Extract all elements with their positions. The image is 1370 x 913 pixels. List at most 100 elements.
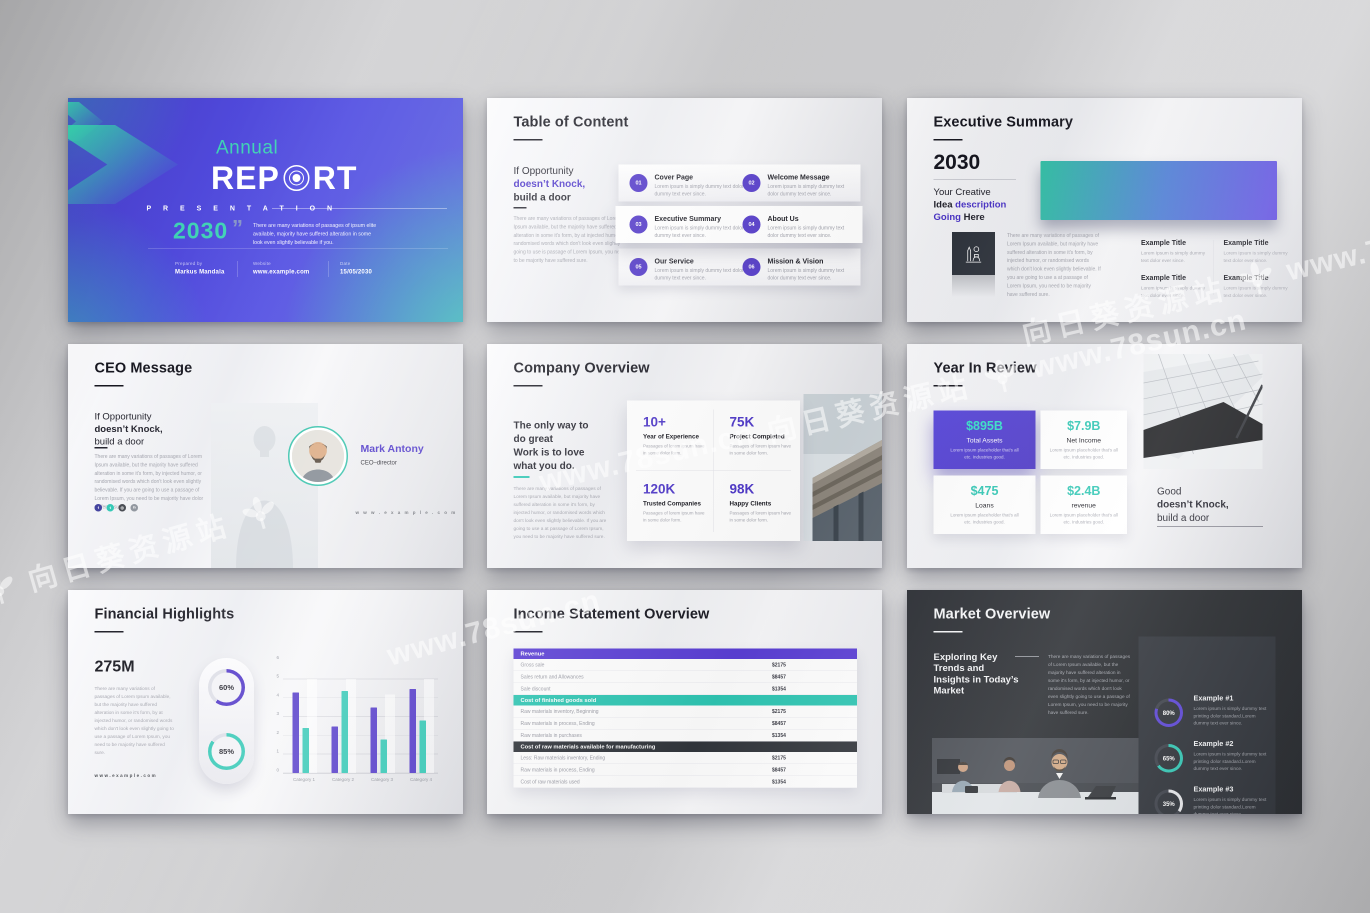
divider (148, 248, 448, 249)
lead-line: If Opportunity (513, 165, 574, 177)
lead-line: If Opportunity (94, 411, 152, 423)
toc-row: 05 Our Service Lorem ipsum is simply dum… (618, 248, 861, 286)
website-text: w w w . e x a m p l e . c o m (355, 510, 457, 515)
row-label: Raw materials in purchases (520, 733, 582, 739)
row-value: $2175 (772, 662, 786, 669)
rings-panel: 80% Example #1 Lorem ipsum is simply dum… (1138, 636, 1276, 814)
donut-label: 85% (211, 736, 242, 767)
table-section-header: Cost of raw materials available for manu… (513, 741, 857, 752)
title-underline (94, 631, 124, 633)
progress-ring-80: 80% (1154, 698, 1183, 727)
year-review-tagline: Good doesn’t Knock, build a door (1157, 485, 1229, 525)
stat-value: $2.4B (1067, 484, 1101, 498)
toc-item-number: 04 (742, 215, 761, 234)
y-tick: 2 (276, 730, 279, 735)
example-title: Example Title (1141, 273, 1187, 282)
stat-card: $7.9B Net Income Lorem ipsum placeholder… (1040, 410, 1127, 469)
donut-gauge-85: 85% (208, 733, 245, 770)
cover-footer-date: Date 15/05/2030 (340, 261, 372, 275)
row-label: Less: Raw materials inventory, Ending (520, 755, 606, 762)
table-row: Raw materials in process, Ending $8457 (513, 764, 857, 776)
lead-line: The only way to (513, 420, 589, 431)
lead-line: build a door (1157, 512, 1210, 524)
ghost-bar (346, 678, 356, 773)
footer-label: Website (253, 261, 271, 266)
bar-group (290, 661, 318, 773)
stat-value: 10+ (643, 414, 666, 430)
example-desc: Lorem Ipsum is simply dummy text dolor e… (1141, 250, 1206, 264)
table-row: Less: Raw materials inventory, Ending $21… (513, 752, 857, 764)
page-title: Year In Review (933, 360, 1037, 376)
slide-year-in-review: Year In Review $895B Total Assets Lorem … (907, 344, 1302, 568)
example-title: Example Title (1223, 273, 1269, 282)
example-cell: Example Title Lorem Ipsum is simply dumm… (1224, 274, 1295, 300)
stat-cell: 10+ Year of Experience Passages of lorem… (643, 415, 707, 457)
table-row: Raw materials in process, Ending $8457 (513, 717, 857, 730)
toc-paragraph: There are many variations of passages of… (513, 216, 627, 264)
market-lead: Exploring Key Trends and Insights in Tod… (934, 652, 1019, 697)
lead-line: Here (960, 212, 985, 223)
divider (94, 447, 108, 449)
stat-cell: 75K Project Completed Passages of lorem … (730, 415, 794, 457)
ceo-role: CEO–director (360, 459, 397, 466)
title-underline (933, 139, 963, 141)
category-label: Category 4 (409, 777, 433, 782)
toc-item-number: 01 (629, 174, 648, 192)
cover-presentation-label: P R E S E N T A T I O N (146, 204, 338, 212)
row-value: $8457 (772, 674, 786, 681)
cover-report-title: REP RT (211, 162, 357, 194)
report-text-right: RT (312, 160, 358, 196)
divider (513, 207, 527, 209)
row-label: Sale discount (520, 686, 551, 693)
lead-line-accent: Going (933, 212, 961, 223)
ring-label: 80% (1157, 701, 1180, 724)
stat-value: $7.9B (1067, 419, 1101, 433)
toc-item-desc: Lorem ipsum is simply dummy text dolor d… (654, 225, 744, 239)
idea-icon-box (952, 232, 995, 297)
stat-desc: Lorem ipsum placeholder that's all etc. … (1049, 512, 1118, 525)
slide-cover: Annual REP RT P R E S E N T A T I O N 20… (68, 98, 463, 322)
executive-paragraph: There are many variations of passages of… (1007, 233, 1101, 298)
divider (1213, 240, 1214, 295)
footer-label: Prepared by (175, 261, 203, 266)
toc-item-title: Welcome Message (767, 173, 830, 181)
example-cell: Example Title Lorem Ipsum is simply dumm… (1141, 239, 1212, 265)
toc-item-desc: Lorem ipsum is simply dummy text dolor d… (767, 225, 845, 239)
stat-card: $475 Loans Lorem ipsum placeholder that'… (933, 475, 1036, 534)
lead-line: Idea (933, 199, 956, 211)
accent-divider (513, 476, 530, 478)
row-label: Raw materials inventory, Beginning (520, 709, 599, 715)
stat-card-highlight: $895B Total Assets Lorem ipsum placehold… (933, 410, 1036, 469)
lead-line: Market (933, 685, 965, 697)
lead-line: Trends and (933, 663, 985, 674)
bar-chart: Category 1 Category 2 Category 3 Categor… (283, 661, 438, 782)
donut-gauge-60: 60% (208, 669, 245, 706)
bar-group (329, 661, 357, 773)
company-paragraph: There are many variations of passages of… (513, 486, 607, 540)
cover-year: 2030 (173, 217, 229, 244)
page-title: Income Statement Overview (513, 606, 710, 622)
toc-item-title: Our Service (654, 257, 694, 265)
category-label: Category 3 (370, 777, 394, 782)
stat-desc: Lorem ipsum placeholder that's all etc. … (950, 447, 1019, 460)
row-label: Raw materials in process, Ending (520, 767, 595, 774)
website-text: www.example.com (94, 773, 158, 778)
ring-title: Example #3 (1193, 785, 1234, 794)
lead-line: do great (513, 433, 553, 445)
toc-item-desc: Lorem ipsum is simply dummy text dolor d… (654, 268, 744, 281)
lead-line: Good (1157, 486, 1182, 497)
stat-label: Project Completed (729, 433, 785, 440)
stats-card: 10+ Year of Experience Passages of lorem… (627, 400, 800, 541)
footer-value: www.example.com (253, 268, 310, 275)
row-value: $2175 (772, 709, 786, 715)
target-circle-icon (283, 165, 310, 191)
slide-company-overview: Company Overview The only way to do grea… (487, 344, 882, 568)
toc-item-desc: Lorem ipsum is simply dummy text dolor d… (654, 184, 744, 197)
toc-item-number: 03 (629, 215, 648, 234)
lead-line: doesn’t Knock, (94, 424, 163, 435)
ghost-bar (307, 678, 317, 773)
ceo-paragraph: There are many variations of passages of… (94, 454, 204, 510)
table-section-header: Cost of finished goods sold (513, 695, 857, 706)
ring-label: 35% (1157, 792, 1180, 814)
table-row: Gross sale $2175 (513, 659, 857, 671)
